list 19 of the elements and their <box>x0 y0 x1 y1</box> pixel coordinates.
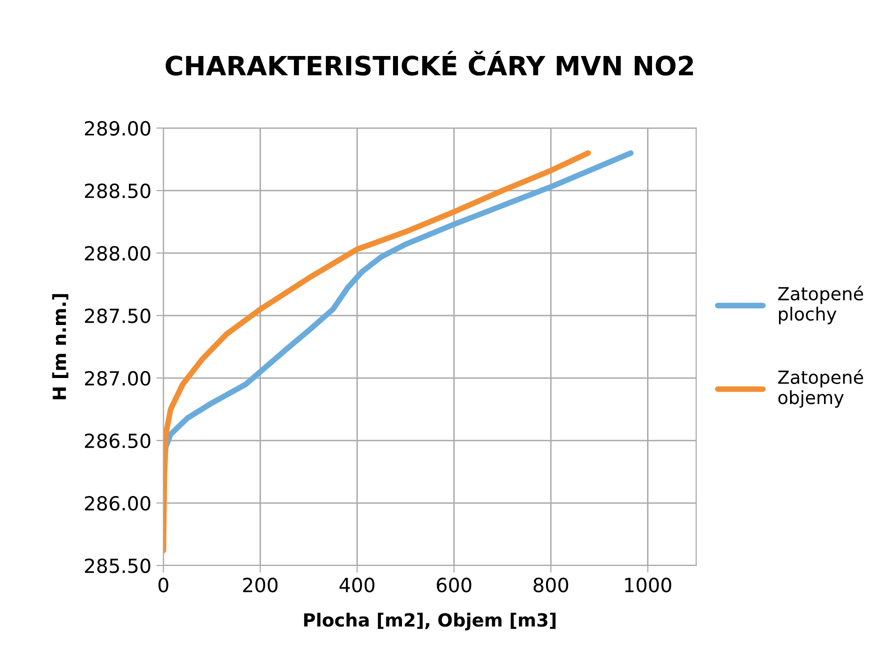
y-tick-label: 287.50 <box>84 308 150 324</box>
y-tick-label: 286.00 <box>84 496 150 511</box>
legend-label: Zatopené plochy <box>778 286 864 324</box>
x-tick-label: 400 <box>340 578 374 592</box>
y-tick-label: 289.00 <box>84 121 150 136</box>
y-tick-label: 286.50 <box>84 433 150 448</box>
legend-label: Zatopené objemy <box>778 369 864 408</box>
x-tick-label: 800 <box>534 578 568 592</box>
y-tick-label: 285.50 <box>84 558 150 574</box>
y-tick-label: 287.00 <box>84 370 150 386</box>
y-tick-label: 288.50 <box>84 184 150 198</box>
y-tick-label: 288.00 <box>84 246 150 261</box>
x-tick-label: 1000 <box>625 578 672 592</box>
x-tick-label: 600 <box>436 578 472 592</box>
x-tick-label: 0 <box>158 578 168 592</box>
y-axis-title: H [m n.m.] <box>52 294 68 400</box>
chart-title: CHARAKTERISTICKÉ ČÁRY MVN NO2 <box>166 50 693 76</box>
x-tick-label: 200 <box>243 578 278 592</box>
x-axis-title: Plocha [m2], Objem [m3] <box>304 612 556 630</box>
